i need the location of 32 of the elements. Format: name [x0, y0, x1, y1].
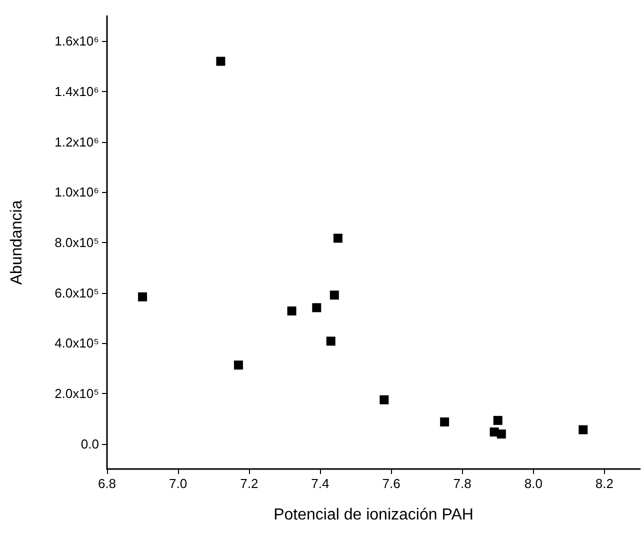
y-axis-title: Abundancia [8, 200, 26, 285]
x-tick-label: 8.0 [524, 476, 542, 491]
x-tick-label: 8.2 [595, 476, 614, 491]
y-tick-label: 0.0 [80, 436, 99, 452]
x-axis-title: Potencial de ionización PAH [274, 506, 474, 524]
x-tick-label: 7.2 [240, 476, 258, 491]
point [380, 395, 389, 404]
y-tick-label: 1.2x10⁶ [54, 134, 99, 150]
y-tick-label: 1.4x10⁶ [54, 84, 99, 99]
point [493, 416, 502, 425]
point [333, 234, 342, 243]
point [440, 417, 450, 426]
x-tick-label: 7.6 [382, 476, 400, 491]
point [138, 292, 148, 302]
y-tick-label: 1.6x10⁶ [54, 34, 99, 49]
y-tick-label: 1.0x10⁶ [54, 184, 99, 200]
x-tick-label: 6.8 [98, 476, 116, 491]
point [326, 336, 336, 346]
point [330, 290, 339, 300]
y-tick-label: 2.0x10⁵ [54, 386, 99, 401]
point [234, 360, 243, 370]
point [496, 430, 506, 439]
point [216, 56, 226, 66]
point [287, 306, 296, 316]
point [312, 303, 322, 312]
y-tick-label: 6.0x10⁵ [54, 285, 99, 300]
y-tick-label: 8.0x10⁵ [54, 235, 99, 250]
x-tick-label: 7.0 [169, 476, 188, 491]
y-tick-label: 4.0x10⁵ [54, 336, 99, 351]
point [578, 425, 588, 434]
x-tick-label: 7.4 [311, 476, 330, 491]
x-tick-label: 7.8 [453, 476, 472, 491]
